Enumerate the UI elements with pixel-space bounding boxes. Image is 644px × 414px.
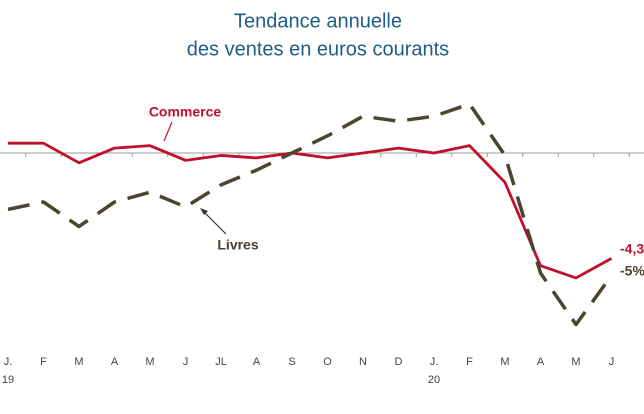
- year-label: 20: [428, 374, 440, 386]
- x-tick-label: D: [395, 356, 403, 368]
- line-series: [7, 102, 613, 327]
- x-tick-label: J: [183, 356, 189, 368]
- x-tick-label: M: [500, 356, 509, 368]
- x-tick-label: M: [74, 356, 83, 368]
- series-label: Commerce: [149, 104, 222, 120]
- x-tick-label: J.: [430, 356, 439, 368]
- chart-title: Tendance annuelle: [234, 10, 402, 32]
- annotation-line: [201, 209, 227, 235]
- x-tick-label: S: [288, 356, 295, 368]
- end-label: -4,3: [620, 241, 644, 257]
- arrow-head: [200, 208, 208, 215]
- x-tick-label: J.: [4, 356, 13, 368]
- x-tick-label: A: [537, 356, 545, 368]
- x-tick-label: O: [323, 356, 332, 368]
- series-label: Livres: [217, 237, 258, 253]
- x-tick-label: J: [609, 356, 615, 368]
- x-tick-label: N: [359, 356, 367, 368]
- x-tick-label: F: [466, 356, 473, 368]
- chart-subtitle: des ventes en euros courants: [187, 38, 449, 60]
- end-label: -5%: [620, 263, 644, 279]
- year-label: 19: [2, 374, 14, 386]
- x-tick-label: A: [253, 356, 261, 368]
- annotation-line: [163, 121, 173, 142]
- x-tick-label: M: [145, 356, 154, 368]
- line-series: [8, 141, 613, 280]
- x-tick-label: M: [571, 356, 580, 368]
- x-tick-label: A: [111, 356, 119, 368]
- x-tick-label: F: [40, 356, 47, 368]
- x-tick-label: JL: [215, 356, 227, 368]
